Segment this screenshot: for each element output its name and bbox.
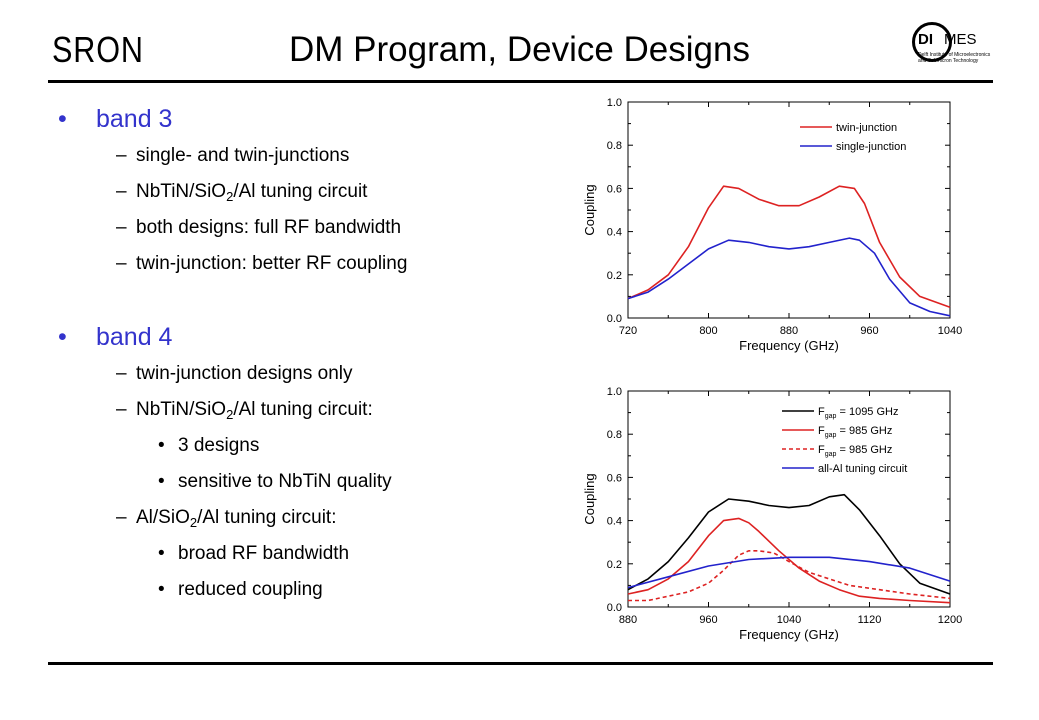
top-rule [48, 80, 993, 83]
y-tick-label: 1.0 [607, 386, 622, 398]
y-tick-label: 0.2 [607, 559, 622, 571]
band4-item: – NbTiN/SiO2/Al tuning circuit: [116, 399, 373, 422]
y-tick-label: 0.6 [607, 472, 622, 484]
band4-heading: • band 4 [58, 323, 173, 351]
series-line-0 [627, 493, 951, 595]
legend-label: twin-junction [836, 122, 897, 134]
dimes-subtitle-1: Delft Institute of Microelectronics [918, 52, 991, 58]
band4-subitem: • broad RF bandwidth [158, 543, 350, 564]
band4-coupling-chart: 0.0 0.2 0.4 0.6 0.8 1.0 880 960 1040 1120 1200 Freq… [582, 386, 962, 642]
legend-label: Fgap = 985 GHz [818, 425, 892, 439]
y-tick-label: 0.4 [607, 227, 622, 239]
y-tick-label: 0.8 [607, 429, 622, 441]
x-tick-label: 1200 [938, 614, 962, 626]
legend-label: single-junction [836, 141, 906, 153]
series-line-3 [627, 556, 951, 589]
band4-item: – twin-junction designs only [116, 363, 353, 384]
bullet-content: • band 3 – single- and twin-junctions – NbT… [58, 100, 578, 608]
x-tick-label: 1120 [858, 614, 882, 626]
y-axis-label: Coupling [582, 184, 597, 235]
y-tick-label: 0.6 [607, 183, 622, 195]
x-tick-label: 1040 [938, 325, 962, 337]
y-tick-label: 0.0 [607, 313, 622, 325]
x-tick-label: 720 [619, 325, 637, 337]
band3-item: – twin-junction: better RF coupling [116, 253, 408, 274]
band3-heading: • band 3 [58, 105, 173, 133]
x-tick-label: 960 [699, 614, 717, 626]
plot-frame [627, 101, 951, 319]
band4-subitem: • sensitive to NbTiN quality [158, 471, 392, 492]
x-axis-label: Frequency (GHz) [739, 338, 839, 353]
dimes-logo-di: DI [918, 31, 933, 48]
y-axis-label: Coupling [582, 473, 597, 524]
x-tick-label: 960 [860, 325, 878, 337]
series-line-0 [627, 185, 951, 308]
y-tick-label: 0.0 [607, 602, 622, 614]
band4-subitem: • reduced coupling [158, 579, 323, 600]
x-tick-label: 800 [699, 325, 717, 337]
legend-label: Fgap = 1095 GHz [818, 406, 899, 420]
legend-label: Fgap = 985 GHz [818, 444, 892, 458]
sron-logo: SRON [52, 29, 144, 70]
band3-coupling-chart: 0.0 0.2 0.4 0.6 0.8 1.0 720 800 880 960 1040 Freque… [582, 97, 962, 353]
legend-label: all-Al tuning circuit [818, 463, 907, 475]
band4-item: – Al/SiO2/Al tuning circuit: [116, 507, 337, 530]
x-axis-label: Frequency (GHz) [739, 627, 839, 642]
dimes-logo: DI MES Delft Institute of Microelectroni… [902, 22, 1002, 80]
page-title: DM Program, Device Designs [289, 30, 750, 69]
band3-item: – single- and twin-junctions [116, 145, 350, 166]
y-tick-label: 0.8 [607, 140, 622, 152]
band3-item: – NbTiN/SiO2/Al tuning circuit [116, 181, 368, 204]
y-tick-label: 0.4 [607, 516, 622, 528]
bottom-rule [48, 662, 993, 665]
dimes-ring-icon [912, 22, 952, 62]
band4-subitem: • 3 designs [158, 435, 260, 456]
x-tick-label: 880 [619, 614, 637, 626]
y-tick-label: 0.2 [607, 270, 622, 282]
series-line-1 [627, 237, 951, 317]
series-line-1 [627, 517, 951, 604]
series-line-2 [628, 550, 951, 602]
x-tick-label: 880 [780, 325, 798, 337]
y-tick-label: 1.0 [607, 97, 622, 109]
x-tick-label: 1040 [777, 614, 801, 626]
band3-item: – both designs: full RF bandwidth [116, 217, 402, 238]
dimes-logo-mes: MES [944, 31, 977, 48]
dimes-subtitle-2: and Submicron Technology [918, 58, 979, 64]
